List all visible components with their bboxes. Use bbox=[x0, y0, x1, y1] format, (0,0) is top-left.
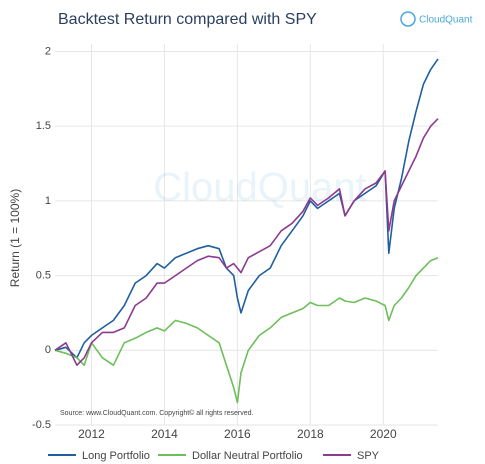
legend-label: Long Portfolio bbox=[82, 450, 150, 462]
x-tick-label: 2018 bbox=[297, 427, 324, 441]
series-line bbox=[54, 118, 439, 366]
y-tick-label: 0.5 bbox=[36, 269, 51, 281]
chart-title: Backtest Return compared with SPY bbox=[58, 11, 317, 28]
y-tick-label: 1 bbox=[45, 195, 51, 207]
y-tick-label: 1.5 bbox=[36, 120, 51, 132]
x-tick-label: 2020 bbox=[370, 427, 397, 441]
series-line bbox=[54, 256, 439, 404]
legend-label: Dollar Neutral Portfolio bbox=[192, 450, 303, 462]
y-tick-label: 2 bbox=[45, 45, 51, 57]
y-tick-label: 0 bbox=[45, 344, 51, 356]
logo-icon bbox=[400, 11, 416, 27]
y-tick-label: -0.5 bbox=[32, 419, 51, 431]
logo: CloudQuant bbox=[419, 15, 473, 26]
y-axis-label: Return (1 = 100%) bbox=[8, 189, 22, 287]
x-tick-label: 2016 bbox=[224, 427, 251, 441]
legend-label: SPY bbox=[357, 450, 380, 462]
annotation: Source: www.CloudQuant.com. Copyright© a… bbox=[60, 409, 254, 417]
series-line bbox=[54, 58, 439, 359]
x-tick-label: 2012 bbox=[78, 427, 105, 441]
x-tick-label: 2014 bbox=[151, 427, 178, 441]
watermark: CloudQuant bbox=[153, 166, 366, 210]
